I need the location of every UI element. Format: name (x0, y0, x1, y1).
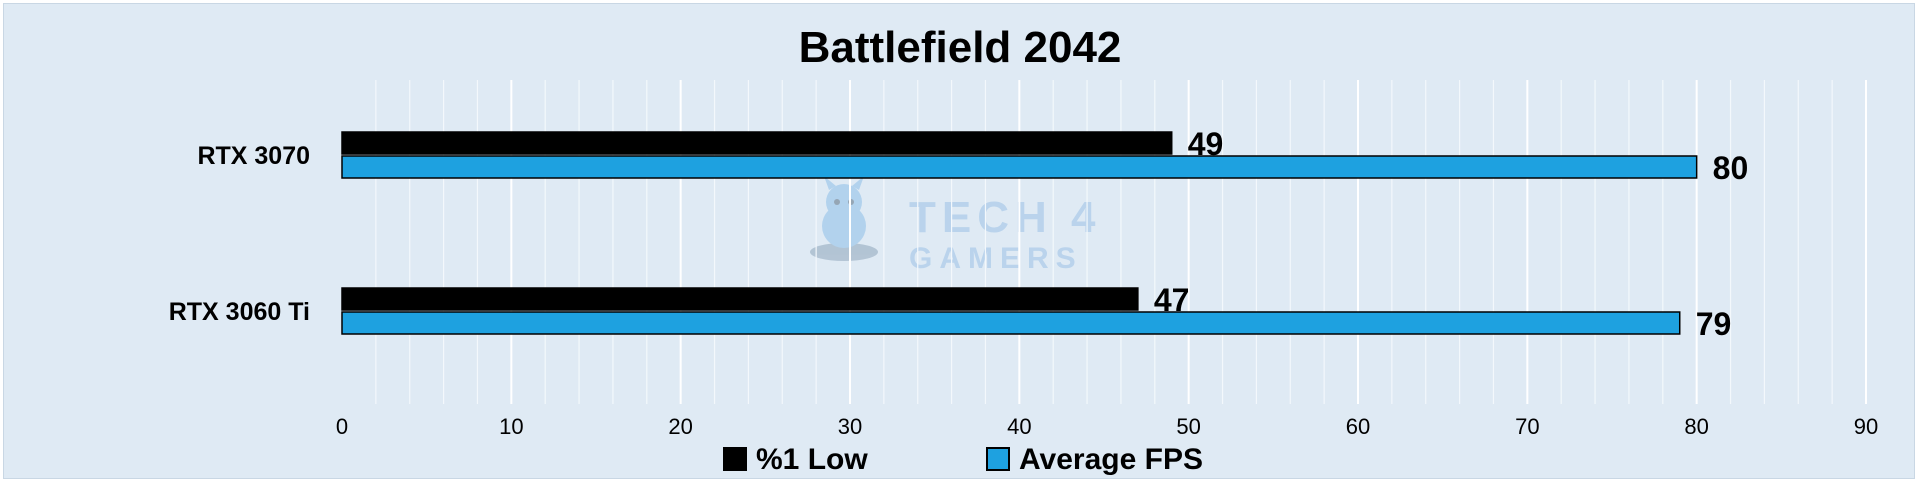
x-tick-label: 50 (1176, 414, 1200, 439)
legend: %1 Low Average FPS (723, 443, 1203, 476)
x-tick-label: 60 (1346, 414, 1370, 439)
x-tick-label: 80 (1684, 414, 1708, 439)
watermark-logo: TECH 4 GAMERS (810, 176, 1101, 275)
watermark-line2: GAMERS (909, 242, 1083, 275)
bar (341, 287, 1139, 311)
bars (341, 131, 1698, 335)
chart-title: Battlefield 2042 (799, 23, 1122, 72)
category-labels: RTX 3070 RTX 3060 Ti (169, 142, 310, 326)
chart-svg: Battlefield 2042 TECH 4 GAMERS RTX 3070R… (169, 23, 1879, 476)
chart-frame: Battlefield 2042 TECH 4 GAMERS RTX 3070 R… (3, 3, 1915, 479)
data-label: 80 (1713, 150, 1749, 186)
x-tick-label: 30 (838, 414, 862, 439)
x-tick-labels: 0 10 20 30 40 50 60 70 80 90 (336, 414, 1878, 439)
x-tick-label: 0 (336, 414, 348, 439)
watermark-line1: TECH 4 (909, 193, 1101, 242)
legend-label: %1 Low (756, 443, 868, 476)
data-label: 47 (1154, 282, 1190, 318)
legend-swatch (723, 447, 747, 471)
bar (341, 155, 1698, 179)
mascot-icon (810, 176, 878, 261)
legend-swatch (986, 447, 1010, 471)
bar (341, 131, 1173, 155)
data-label: 79 (1696, 306, 1732, 342)
x-tick-label: 90 (1854, 414, 1878, 439)
category-label: RTX 3070 (197, 142, 310, 170)
x-tick-label: 10 (499, 414, 523, 439)
x-tick-label: 70 (1515, 414, 1539, 439)
x-tick-label: 40 (1007, 414, 1031, 439)
bar (341, 311, 1681, 335)
category-label: RTX 3060 Ti (169, 298, 310, 326)
legend-label: Average FPS (1019, 443, 1203, 476)
gridlines (375, 80, 1867, 404)
x-tick-label: 20 (668, 414, 692, 439)
data-labels: 49 80 47 79 (1154, 126, 1748, 342)
data-label: 49 (1188, 126, 1224, 162)
